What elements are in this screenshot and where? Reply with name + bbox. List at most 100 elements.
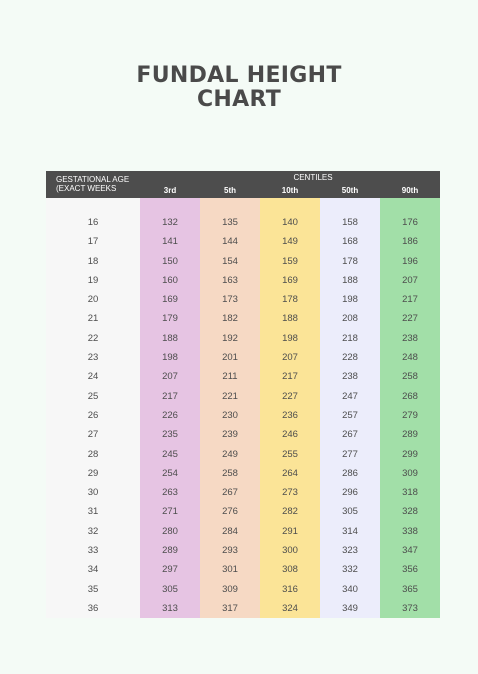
table-cell: 217 bbox=[402, 294, 418, 306]
table-cell: 17 bbox=[87, 236, 99, 248]
table-cell: 365 bbox=[402, 583, 418, 595]
table-cell: 188 bbox=[162, 332, 178, 344]
table-cell: 32 bbox=[87, 525, 99, 537]
table-cell: 324 bbox=[282, 602, 298, 614]
table-cell: 267 bbox=[342, 429, 358, 441]
table-header: GESTATIONAL AGE (EXACT WEEKS CENTILES 3r… bbox=[46, 171, 440, 198]
page-title: FUNDAL HEIGHT CHART bbox=[0, 64, 478, 112]
table-body: 16 17 18 19 20 21 22 23 24 25 26 27 28 29 30 31 32 33 34 35… bbox=[46, 198, 440, 618]
table-cell: 268 bbox=[402, 390, 418, 402]
table-cell: 188 bbox=[342, 274, 358, 286]
table-cell: 226 bbox=[162, 409, 178, 421]
column-header-50th: 50th bbox=[341, 186, 359, 195]
table-cell: 338 bbox=[402, 525, 418, 537]
table-cell: 347 bbox=[402, 545, 418, 557]
table-cell: 263 bbox=[162, 487, 178, 499]
table-cell: 276 bbox=[222, 506, 238, 518]
table-cell: 207 bbox=[162, 371, 178, 383]
table-cell: 332 bbox=[342, 564, 358, 576]
table-cell: 154 bbox=[222, 255, 238, 267]
column-header-90th: 90th bbox=[401, 186, 419, 195]
column-3rd: 132 141 150 160 169 179 188 198 207 217 226 235 245 2… bbox=[140, 198, 200, 618]
table-cell: 29 bbox=[87, 467, 99, 479]
table-cell: 293 bbox=[222, 545, 238, 557]
table-cell: 297 bbox=[162, 564, 178, 576]
table-cell: 178 bbox=[342, 255, 358, 267]
table-cell: 299 bbox=[402, 448, 418, 460]
table-cell: 323 bbox=[342, 545, 358, 557]
table-cell: 176 bbox=[402, 217, 418, 228]
table-cell: 340 bbox=[342, 583, 358, 595]
table-cell: 188 bbox=[282, 313, 298, 325]
table-cell: 301 bbox=[222, 564, 238, 576]
table-cell: 254 bbox=[162, 467, 178, 479]
table-cell: 217 bbox=[282, 371, 298, 383]
column-10th: 140 149 159 169 178 188 198 207 217 227 236 246 255 2… bbox=[260, 198, 320, 618]
table-cell: 22 bbox=[87, 332, 99, 344]
table-cell: 21 bbox=[87, 313, 99, 325]
table-cell: 135 bbox=[222, 217, 238, 228]
table-cell: 192 bbox=[222, 332, 238, 344]
table-cell: 19 bbox=[87, 274, 99, 286]
table-cell: 309 bbox=[222, 583, 238, 595]
table-cell: 238 bbox=[342, 371, 358, 383]
table-cell: 314 bbox=[342, 525, 358, 537]
table-cell: 35 bbox=[87, 583, 99, 595]
table-cell: 217 bbox=[162, 390, 178, 402]
table-cell: 282 bbox=[282, 506, 298, 518]
table-cell: 317 bbox=[222, 602, 238, 614]
table-cell: 168 bbox=[342, 236, 358, 248]
table-cell: 33 bbox=[87, 545, 99, 557]
table-cell: 258 bbox=[402, 371, 418, 383]
column-50th: 158 168 178 188 198 208 218 228 238 247 257 267 277 2… bbox=[320, 198, 380, 618]
table-cell: 227 bbox=[402, 313, 418, 325]
table-cell: 36 bbox=[87, 602, 99, 614]
table-cell: 144 bbox=[222, 236, 238, 248]
ga-header-line-1: GESTATIONAL AGE bbox=[56, 175, 130, 184]
table-cell: 169 bbox=[162, 294, 178, 306]
table-cell: 267 bbox=[222, 487, 238, 499]
ga-header-line-2: (EXACT WEEKS bbox=[56, 184, 117, 193]
table-cell: 27 bbox=[87, 429, 99, 441]
table-cell: 160 bbox=[162, 274, 178, 286]
table-cell: 258 bbox=[222, 467, 238, 479]
table-cell: 211 bbox=[222, 371, 238, 383]
table-cell: 280 bbox=[162, 525, 178, 537]
table-cell: 296 bbox=[342, 487, 358, 499]
table-cell: 313 bbox=[162, 602, 178, 614]
table-cell: 132 bbox=[162, 217, 178, 228]
table-cell: 246 bbox=[282, 429, 298, 441]
table-cell: 163 bbox=[222, 274, 238, 286]
column-header-3rd: 3rd bbox=[163, 186, 177, 195]
table-cell: 198 bbox=[282, 332, 298, 344]
table-cell: 239 bbox=[222, 429, 238, 441]
table-cell: 149 bbox=[282, 236, 298, 248]
table-cell: 218 bbox=[342, 332, 358, 344]
table-cell: 257 bbox=[342, 409, 358, 421]
table-cell: 23 bbox=[87, 352, 99, 364]
table-cell: 158 bbox=[342, 217, 358, 228]
table-cell: 34 bbox=[87, 564, 99, 576]
table-cell: 227 bbox=[282, 390, 298, 402]
table-cell: 356 bbox=[402, 564, 418, 576]
table-cell: 286 bbox=[342, 467, 358, 479]
table-cell: 208 bbox=[342, 313, 358, 325]
table-cell: 179 bbox=[162, 313, 178, 325]
table-cell: 373 bbox=[402, 602, 418, 614]
table-cell: 201 bbox=[222, 352, 238, 364]
table-cell: 207 bbox=[282, 352, 298, 364]
table-cell: 271 bbox=[162, 506, 178, 518]
table-cell: 26 bbox=[87, 409, 99, 421]
table-cell: 247 bbox=[342, 390, 358, 402]
table-cell: 277 bbox=[342, 448, 358, 460]
table-cell: 305 bbox=[162, 583, 178, 595]
table-cell: 309 bbox=[402, 467, 418, 479]
gestational-age-header: GESTATIONAL AGE (EXACT WEEKS bbox=[56, 175, 129, 193]
table-cell: 300 bbox=[282, 545, 298, 557]
table-cell: 221 bbox=[222, 390, 238, 402]
column-weeks: 16 17 18 19 20 21 22 23 24 25 26 27 28 29 30 31 32 33 34 35… bbox=[46, 198, 140, 618]
table-cell: 291 bbox=[282, 525, 298, 537]
table-cell: 140 bbox=[282, 217, 298, 228]
table-cell: 228 bbox=[342, 352, 358, 364]
table-cell: 25 bbox=[87, 390, 99, 402]
